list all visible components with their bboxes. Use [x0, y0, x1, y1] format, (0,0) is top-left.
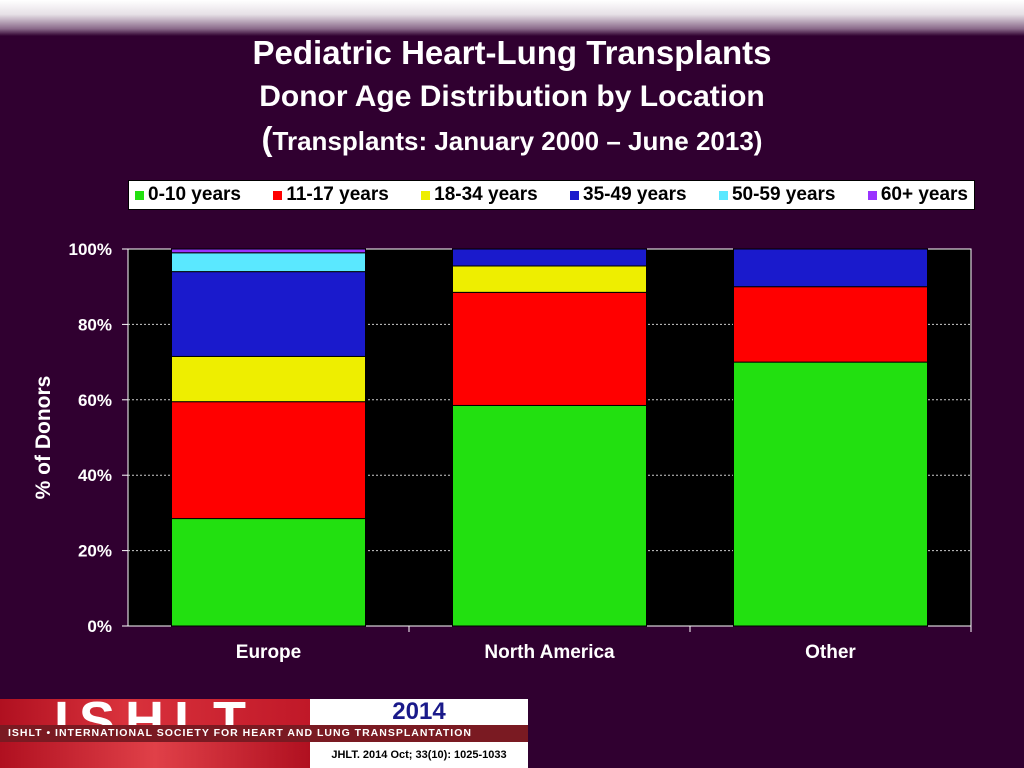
bar-segment	[171, 518, 366, 627]
top-gradient-band	[0, 0, 1024, 36]
date-range-paren: (	[261, 120, 273, 157]
legend-swatch	[273, 190, 283, 200]
stacked-bar-chart: 0% 20% 40% 60% 80% 100% % of Donors Europe North…	[32, 240, 972, 663]
ishlt-tagline: ISHLT • INTERNATIONAL SOCIETY FOR HEART …	[0, 725, 528, 742]
bar-segment	[171, 401, 366, 520]
y-tick-label: 40%	[78, 466, 112, 485]
bar-segment	[171, 252, 366, 273]
legend-label: 35-49 years	[583, 184, 687, 205]
legend-label: 18-34 years	[434, 184, 538, 205]
legend-item: 18-34 years	[421, 184, 538, 206]
x-tick-label: Europe	[236, 642, 301, 663]
publication-year: 2014	[392, 698, 446, 725]
bar-segment	[733, 248, 928, 288]
legend-item: 50-59 years	[718, 184, 836, 206]
date-range-text: Transplants: January 2000 – June 2013)	[272, 126, 763, 156]
y-tick-label: 100%	[69, 240, 112, 259]
bar-segment	[171, 248, 366, 254]
legend-swatch	[135, 190, 144, 200]
bar-segment	[171, 355, 366, 403]
legend-label: 11-17 years	[286, 184, 389, 205]
legend-swatch	[718, 190, 728, 200]
chart-title: Pediatric Heart-Lung Transplants	[252, 34, 772, 71]
y-tick-label: 20%	[78, 542, 112, 561]
chart-date-range: (Transplants: January 2000 – June 2013)	[0, 120, 1024, 158]
y-tick-label: 80%	[78, 315, 112, 334]
x-tick-label: North America	[484, 642, 615, 663]
legend-label: 60+ years	[880, 184, 968, 205]
y-tick-label: 0%	[87, 617, 112, 636]
bar-segment	[452, 265, 647, 293]
legend-swatch	[867, 190, 877, 200]
legend-swatch	[421, 190, 431, 200]
legend-item: 60+ years	[867, 184, 968, 206]
x-tick-label: Other	[805, 642, 856, 663]
bar-segment	[452, 291, 647, 406]
chart-subtitle: Donor Age Distribution by Location	[259, 80, 765, 113]
bar-segment	[452, 248, 647, 267]
legend-swatch	[570, 190, 580, 200]
legend-item: 11-17 years	[273, 184, 389, 206]
chart-legend: 0-10 years 11-17 years 18-34 years 35-49 ye…	[128, 180, 975, 210]
logo-lower-band	[0, 742, 310, 768]
y-axis-label: % of Donors	[32, 376, 55, 500]
bar-segment	[171, 271, 366, 357]
legend-label: 50-59 years	[731, 184, 836, 205]
bar-segment	[733, 286, 928, 363]
bar-segment	[733, 361, 928, 627]
bar-segment	[452, 404, 647, 627]
y-tick-label: 60%	[78, 391, 112, 410]
legend-label: 0-10 years	[148, 184, 241, 205]
journal-citation: JHLT. 2014 Oct; 33(10): 1025-1033	[331, 749, 507, 761]
ishlt-footer: ISHLT ISHLT • INTERNATIONAL SOCIETY FOR …	[0, 699, 528, 768]
legend-item: 35-49 years	[570, 184, 687, 206]
legend-item: 0-10 years	[135, 184, 241, 206]
